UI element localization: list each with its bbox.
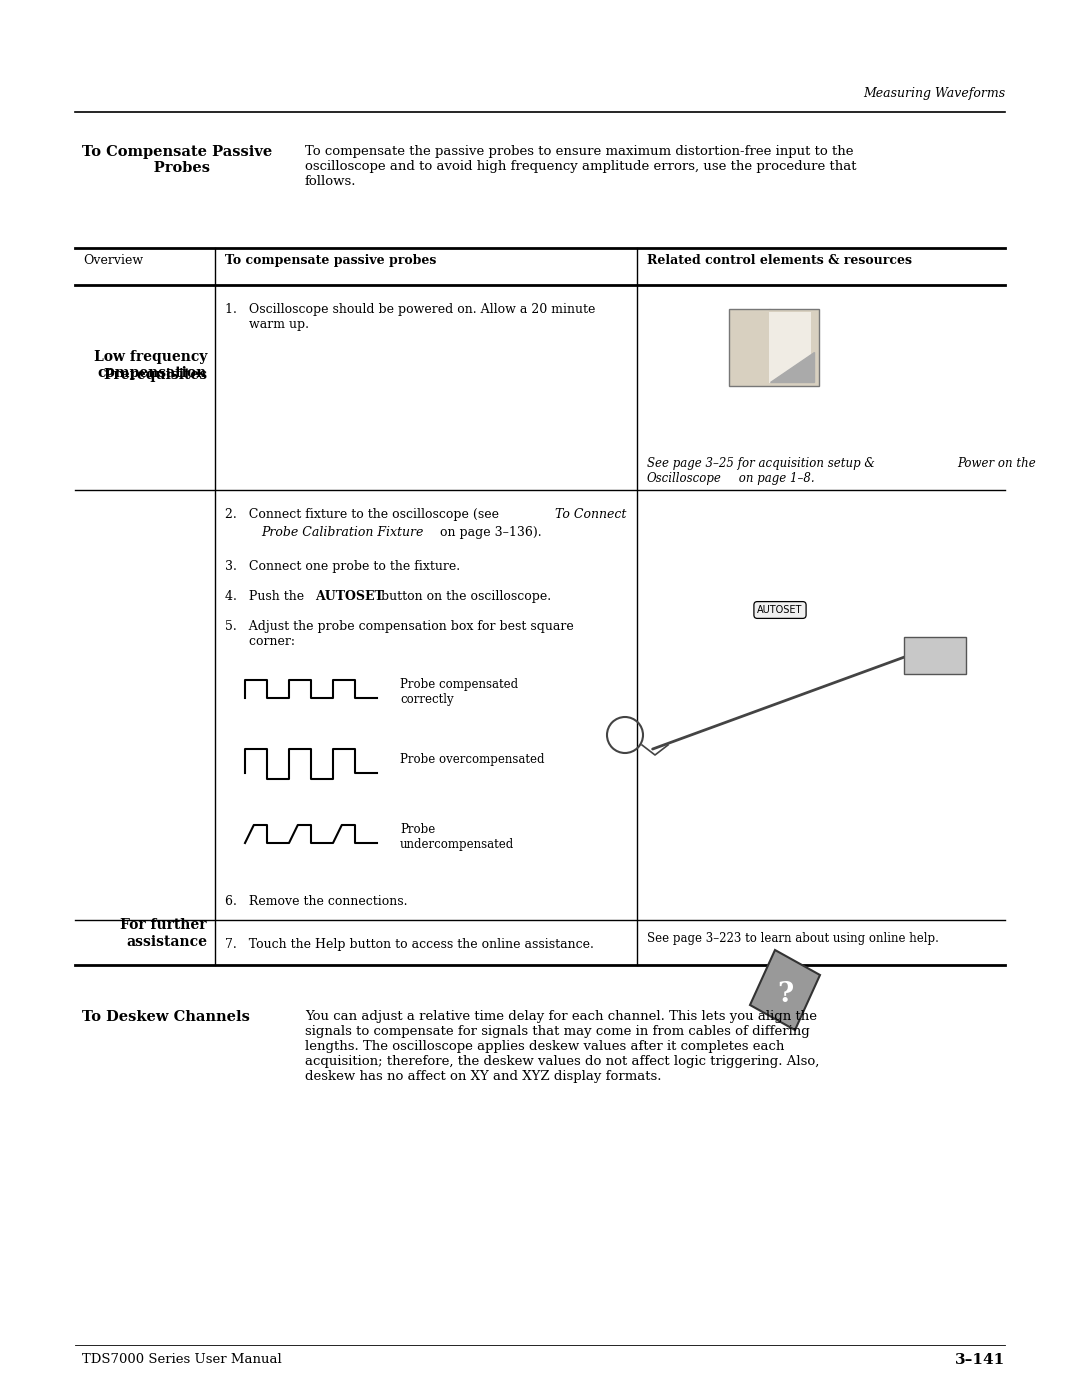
Text: Probe Calibration Fixture: Probe Calibration Fixture xyxy=(261,527,423,539)
Text: For further
assistance: For further assistance xyxy=(121,918,207,949)
Text: ?: ? xyxy=(777,982,793,1009)
Text: 4.   Push the: 4. Push the xyxy=(225,590,308,604)
FancyBboxPatch shape xyxy=(729,309,819,386)
Text: Probe overcompensated: Probe overcompensated xyxy=(400,753,544,766)
Text: 5.   Adjust the probe compensation box for best square
      corner:: 5. Adjust the probe compensation box for… xyxy=(225,620,573,648)
Text: 2.   Connect fixture to the oscilloscope (see: 2. Connect fixture to the oscilloscope (… xyxy=(225,509,503,521)
FancyBboxPatch shape xyxy=(904,637,966,673)
Text: To compensate passive probes: To compensate passive probes xyxy=(225,254,436,267)
Text: TDS7000 Series User Manual: TDS7000 Series User Manual xyxy=(82,1354,282,1366)
Text: 7.   Touch the Help button to access the online assistance.: 7. Touch the Help button to access the o… xyxy=(225,937,594,951)
Text: Probe
undercompensated: Probe undercompensated xyxy=(400,823,514,851)
Text: You can adjust a relative time delay for each channel. This lets you align the
s: You can adjust a relative time delay for… xyxy=(305,1010,820,1083)
Text: Power on the: Power on the xyxy=(957,457,1036,469)
Text: To Compensate Passive
              Probes: To Compensate Passive Probes xyxy=(82,145,272,175)
Text: See page 3–25 for acquisition setup &: See page 3–25 for acquisition setup & xyxy=(647,457,879,469)
Polygon shape xyxy=(770,352,814,381)
Text: AUTOSET: AUTOSET xyxy=(757,605,802,615)
Text: on page 1–8.: on page 1–8. xyxy=(735,472,814,485)
Text: 3.   Connect one probe to the fixture.: 3. Connect one probe to the fixture. xyxy=(225,560,460,573)
Text: button on the oscilloscope.: button on the oscilloscope. xyxy=(377,590,551,604)
Text: Probe compensated
correctly: Probe compensated correctly xyxy=(400,678,518,705)
Text: To Deskew Channels: To Deskew Channels xyxy=(82,1010,249,1024)
Text: Measuring Waveforms: Measuring Waveforms xyxy=(863,87,1005,101)
Text: Related control elements & resources: Related control elements & resources xyxy=(647,254,912,267)
Text: AUTOSET: AUTOSET xyxy=(315,590,383,604)
Text: on page 3–136).: on page 3–136). xyxy=(436,527,542,539)
Text: Overview: Overview xyxy=(83,254,144,267)
Text: Oscilloscope: Oscilloscope xyxy=(647,472,721,485)
Polygon shape xyxy=(750,950,820,1030)
Text: To compensate the passive probes to ensure maximum distortion-free input to the
: To compensate the passive probes to ensu… xyxy=(305,145,856,189)
Text: Prerequisites: Prerequisites xyxy=(103,369,207,383)
Text: See page 3–223 to learn about using online help.: See page 3–223 to learn about using onli… xyxy=(647,932,939,944)
Text: 6.   Remove the connections.: 6. Remove the connections. xyxy=(225,895,407,908)
FancyBboxPatch shape xyxy=(769,312,811,383)
Text: Low frequency
compensation: Low frequency compensation xyxy=(94,349,207,380)
Text: 1.   Oscilloscope should be powered on. Allow a 20 minute
      warm up.: 1. Oscilloscope should be powered on. Al… xyxy=(225,303,595,331)
Text: 3–141: 3–141 xyxy=(955,1354,1005,1368)
Text: To Connect: To Connect xyxy=(555,509,626,521)
